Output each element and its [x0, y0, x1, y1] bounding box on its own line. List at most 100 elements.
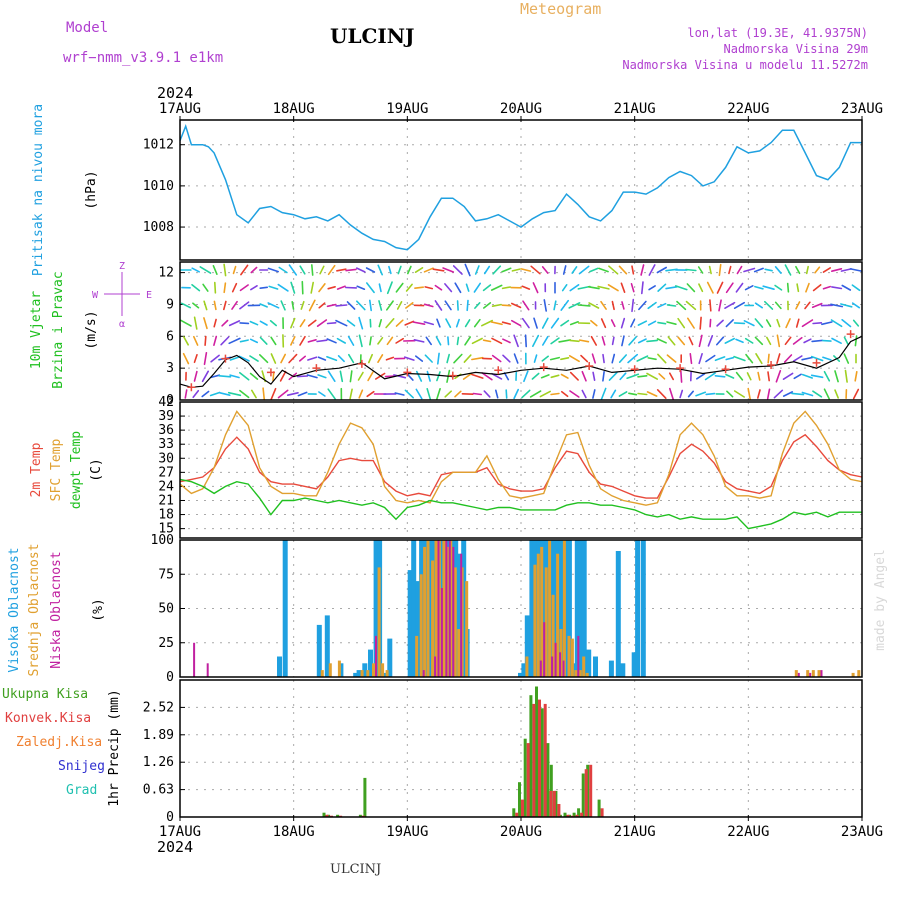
- wind-arrow: [626, 373, 640, 380]
- precip-frame: [179, 679, 863, 818]
- wind-arrow: [553, 300, 557, 311]
- wind-arrow: [801, 356, 814, 361]
- wind-arrow: [823, 388, 831, 400]
- wind-arrow: [270, 353, 277, 364]
- cloud-bar: [437, 540, 440, 677]
- wind-arrow: [560, 319, 570, 327]
- wind-arrow: [337, 354, 345, 363]
- wind-arrow: [811, 302, 823, 309]
- wind-arrow: [413, 338, 425, 343]
- cloud-bar: [356, 670, 362, 677]
- wind-arrow: [679, 389, 684, 399]
- wind-arrow: [290, 335, 296, 346]
- wind-arrow: [656, 338, 667, 344]
- wind-arrow: [756, 389, 761, 399]
- wind-arrow: [587, 285, 600, 290]
- x-tick-label-bottom: 17AUG: [159, 824, 201, 840]
- wind-arrow: [227, 391, 242, 397]
- wind-arrow: [358, 316, 364, 330]
- wind-arrow: [349, 388, 353, 400]
- wind-arrow: [272, 371, 275, 382]
- wind-arrow: [792, 336, 803, 345]
- wind-arrow: [414, 266, 424, 274]
- wind-arrow: [426, 370, 431, 382]
- wind-arrow: [822, 356, 832, 361]
- precip-bar: [358, 814, 362, 817]
- wind-arrow: [666, 321, 677, 326]
- wind-arrow: [365, 267, 376, 273]
- wind-arrow: [569, 320, 579, 326]
- wind-arrow: [513, 388, 520, 400]
- wind-arrow: [404, 320, 415, 326]
- wind-arrow: [724, 301, 736, 310]
- wind-arrow: [602, 353, 605, 364]
- cloud-bar: [375, 635, 377, 677]
- cloud-bar: [563, 540, 569, 677]
- wind-arrow: [597, 285, 610, 290]
- compass-south: α: [119, 319, 125, 330]
- wind-arrow: [767, 353, 770, 364]
- precip-ytick-label: 1.26: [143, 755, 174, 770]
- wind-arrow: [522, 300, 530, 311]
- wind-gust-marker: [767, 360, 776, 369]
- cloud-bar: [562, 540, 566, 677]
- wind-arrow: [432, 268, 445, 272]
- wind-arrow: [202, 283, 209, 292]
- cloud-bar: [521, 663, 527, 677]
- wind-arrow: [317, 374, 327, 379]
- wind-arrow: [456, 336, 460, 346]
- precip-ytick-label: 0: [166, 810, 174, 825]
- wind-arrow: [471, 337, 483, 345]
- wind-arrow: [689, 352, 693, 365]
- wind-arrow: [725, 373, 735, 379]
- temperature-ytick-label: 42: [158, 395, 174, 410]
- temp-line-1: [179, 410, 863, 506]
- wind-arrow: [636, 355, 649, 362]
- temperature-ytick-label: 39: [158, 409, 174, 424]
- cloud-bar: [525, 656, 529, 677]
- wind-arrow: [637, 338, 647, 344]
- wind-arrow: [299, 319, 306, 328]
- wind-arrow: [549, 356, 561, 361]
- wind-arrow: [851, 284, 861, 292]
- wind-arrow: [423, 303, 434, 308]
- wind-arrow: [219, 391, 231, 397]
- temperature-ytick-label: 24: [158, 479, 174, 494]
- wind-arrow: [464, 319, 471, 328]
- cloud-bar: [282, 540, 288, 677]
- cloud-bar: [566, 540, 572, 677]
- wind-arrow: [425, 336, 433, 346]
- temperature-ytick-label: 36: [158, 423, 174, 438]
- wind-arrow: [471, 373, 484, 379]
- temperature-ytick-label: 15: [158, 522, 174, 537]
- wind-arrow: [453, 353, 463, 364]
- precip-bar: [535, 686, 538, 817]
- wind-arrow: [471, 356, 484, 361]
- wind-arrow: [687, 390, 695, 398]
- precip-bar: [322, 812, 326, 817]
- cloud-bar: [277, 656, 282, 677]
- x-tick-label-top: 22AUG: [727, 101, 769, 117]
- model-elevation-label: Nadmorska Visina u modelu 11.5272m: [622, 58, 868, 72]
- wind-arrow: [830, 267, 843, 273]
- wind-arrow: [611, 336, 615, 346]
- x-tick-label-top: 18AUG: [273, 101, 315, 117]
- wind-arrow: [560, 356, 570, 361]
- wind-arrow: [619, 372, 627, 381]
- wind-arrow: [288, 264, 298, 276]
- precip-legend-3: Snijeg: [58, 759, 105, 774]
- wind-arrow: [501, 286, 512, 290]
- wind-arrow: [239, 322, 250, 325]
- pressure-ytick-label: 1012: [143, 138, 174, 153]
- cloud-bar: [415, 635, 419, 677]
- wind-arrow: [590, 319, 598, 327]
- wind-ytick-label: 9: [166, 297, 174, 312]
- wind-arrow: [665, 285, 678, 290]
- wind-arrow: [231, 300, 238, 310]
- wind-arrow: [521, 317, 530, 329]
- wind-arrow: [679, 369, 683, 383]
- wind-arrow: [588, 302, 600, 309]
- wind-arrow: [249, 355, 259, 362]
- pressure-frame: [179, 119, 863, 261]
- wind-arrow: [510, 319, 522, 327]
